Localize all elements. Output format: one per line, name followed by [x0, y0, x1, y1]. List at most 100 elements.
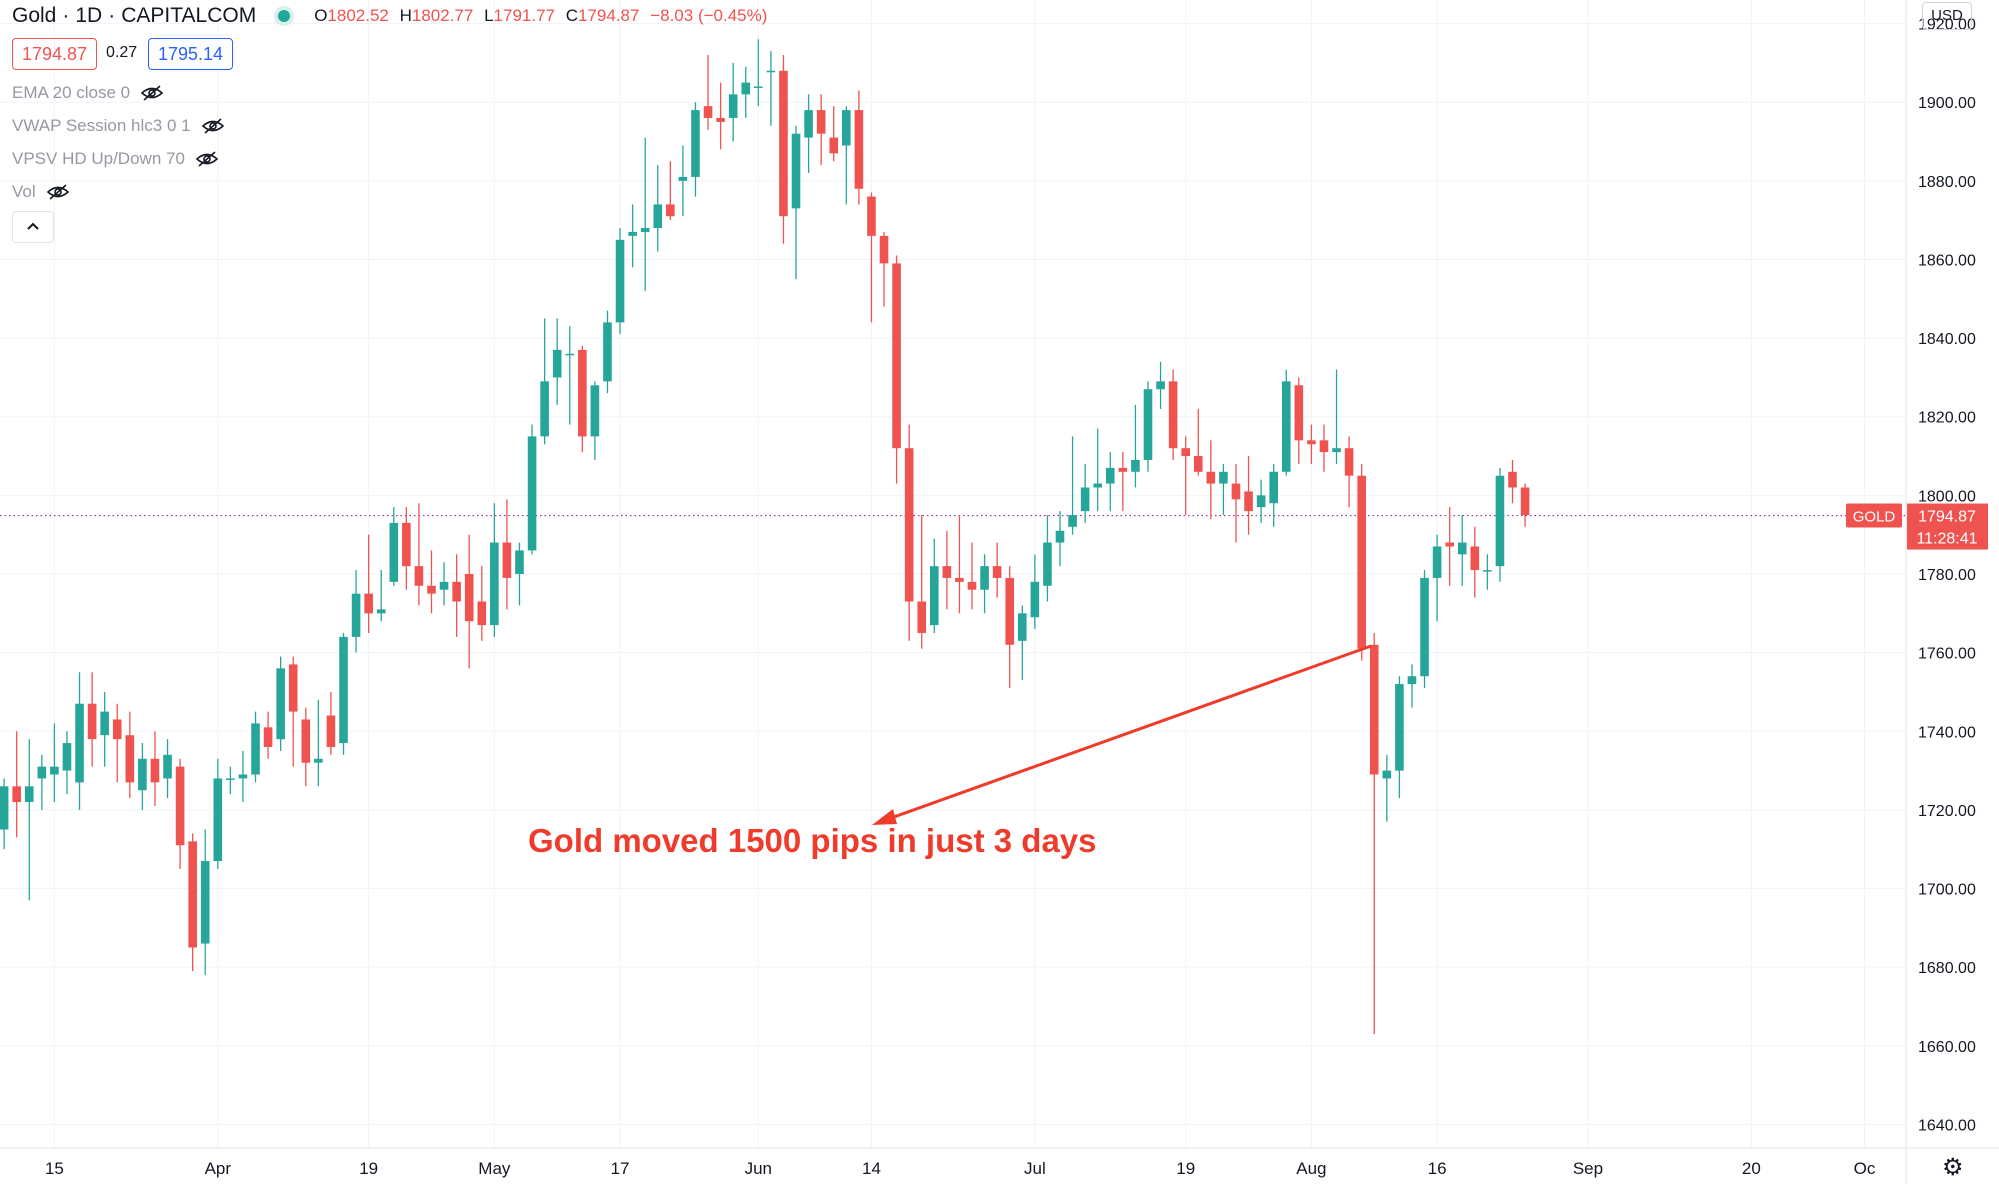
interval[interactable]: 1D: [75, 4, 103, 27]
candle[interactable]: [339, 632, 348, 755]
candle[interactable]: [754, 39, 763, 107]
candle[interactable]: [1395, 676, 1404, 799]
candle[interactable]: [1520, 483, 1530, 527]
candle[interactable]: [879, 231, 889, 307]
symbol-name[interactable]: Gold: [12, 4, 57, 27]
candle[interactable]: [816, 94, 826, 166]
candle[interactable]: [1432, 534, 1442, 622]
candle[interactable]: [980, 554, 989, 614]
candle[interactable]: [213, 758, 223, 869]
candle[interactable]: [1105, 452, 1115, 512]
candle[interactable]: [1231, 463, 1241, 543]
candle[interactable]: [867, 192, 876, 323]
candle[interactable]: [37, 754, 47, 810]
candle[interactable]: [175, 758, 185, 869]
candle[interactable]: [666, 161, 675, 221]
candle[interactable]: [640, 137, 650, 291]
candle[interactable]: [930, 538, 939, 633]
candle[interactable]: [502, 499, 512, 610]
candle[interactable]: [552, 318, 562, 405]
candle[interactable]: [1382, 754, 1392, 822]
candle[interactable]: [578, 345, 587, 453]
candle[interactable]: [376, 570, 386, 622]
candle[interactable]: [1143, 381, 1153, 472]
candle[interactable]: [1168, 369, 1178, 460]
candle[interactable]: [992, 542, 1002, 598]
candle[interactable]: [1445, 507, 1454, 586]
candle[interactable]: [892, 255, 901, 484]
candle[interactable]: [112, 703, 122, 783]
candle[interactable]: [1030, 554, 1040, 630]
eye-off-icon[interactable]: [140, 84, 164, 102]
candle[interactable]: [1357, 463, 1366, 661]
candle[interactable]: [1256, 479, 1266, 523]
candle[interactable]: [1332, 369, 1341, 464]
candle[interactable]: [62, 731, 72, 795]
eye-off-icon[interactable]: [195, 150, 219, 168]
sell-price-button[interactable]: 1794.87: [12, 38, 98, 70]
candle[interactable]: [1131, 404, 1140, 488]
candle[interactable]: [703, 55, 713, 130]
candle[interactable]: [1319, 424, 1329, 472]
candle[interactable]: [942, 530, 952, 610]
candle[interactable]: [791, 125, 801, 280]
candle[interactable]: [251, 711, 260, 783]
candle[interactable]: [917, 515, 927, 649]
candle[interactable]: [678, 145, 688, 217]
candle[interactable]: [1483, 554, 1492, 590]
eye-off-icon[interactable]: [46, 183, 70, 201]
candle[interactable]: [75, 672, 84, 810]
candle[interactable]: [1420, 570, 1429, 689]
candle[interactable]: [1495, 467, 1505, 582]
candle[interactable]: [854, 90, 864, 205]
candle[interactable]: [1457, 515, 1467, 586]
candle[interactable]: [314, 699, 323, 787]
candles[interactable]: [0, 39, 1530, 1034]
candle[interactable]: [100, 691, 109, 767]
gear-icon[interactable]: ⚙: [1942, 1154, 1964, 1181]
candle[interactable]: [477, 566, 487, 641]
candle[interactable]: [1407, 664, 1417, 708]
candle[interactable]: [188, 833, 197, 972]
candle[interactable]: [691, 102, 700, 197]
candle[interactable]: [1068, 436, 1077, 535]
candle[interactable]: [1508, 459, 1517, 504]
candle[interactable]: [1219, 463, 1228, 516]
candle[interactable]: [326, 691, 336, 755]
indicator-vol[interactable]: Vol: [12, 182, 70, 202]
candle[interactable]: [628, 204, 637, 268]
candle[interactable]: [226, 766, 235, 795]
candle[interactable]: [87, 672, 97, 767]
candle[interactable]: [842, 106, 851, 205]
candle[interactable]: [1181, 436, 1190, 516]
candle[interactable]: [1344, 436, 1354, 508]
candle[interactable]: [364, 534, 373, 633]
candle[interactable]: [402, 507, 411, 590]
candle[interactable]: [414, 503, 424, 606]
candle[interactable]: [1055, 511, 1065, 567]
candle[interactable]: [301, 707, 311, 787]
candle[interactable]: [1470, 526, 1480, 598]
currency-selector[interactable]: USD: [1922, 2, 1972, 30]
candle[interactable]: [590, 381, 600, 460]
eye-off-icon[interactable]: [201, 117, 225, 135]
candle[interactable]: [653, 165, 663, 252]
candle[interactable]: [1244, 456, 1253, 535]
candle[interactable]: [138, 743, 147, 810]
candle[interactable]: [1080, 463, 1090, 523]
indicator-ema[interactable]: EMA 20 close 0: [12, 83, 164, 103]
candle[interactable]: [1118, 452, 1128, 512]
collapse-indicators-button[interactable]: [12, 211, 54, 243]
candle[interactable]: [125, 711, 135, 799]
candle[interactable]: [1294, 377, 1304, 464]
candle[interactable]: [716, 82, 725, 150]
candle[interactable]: [150, 731, 160, 806]
candle[interactable]: [1281, 369, 1291, 476]
candle[interactable]: [515, 542, 524, 606]
candle[interactable]: [163, 739, 172, 799]
candle[interactable]: [1005, 566, 1015, 689]
candle[interactable]: [464, 534, 474, 669]
candle[interactable]: [728, 62, 738, 142]
candle[interactable]: [490, 503, 499, 637]
